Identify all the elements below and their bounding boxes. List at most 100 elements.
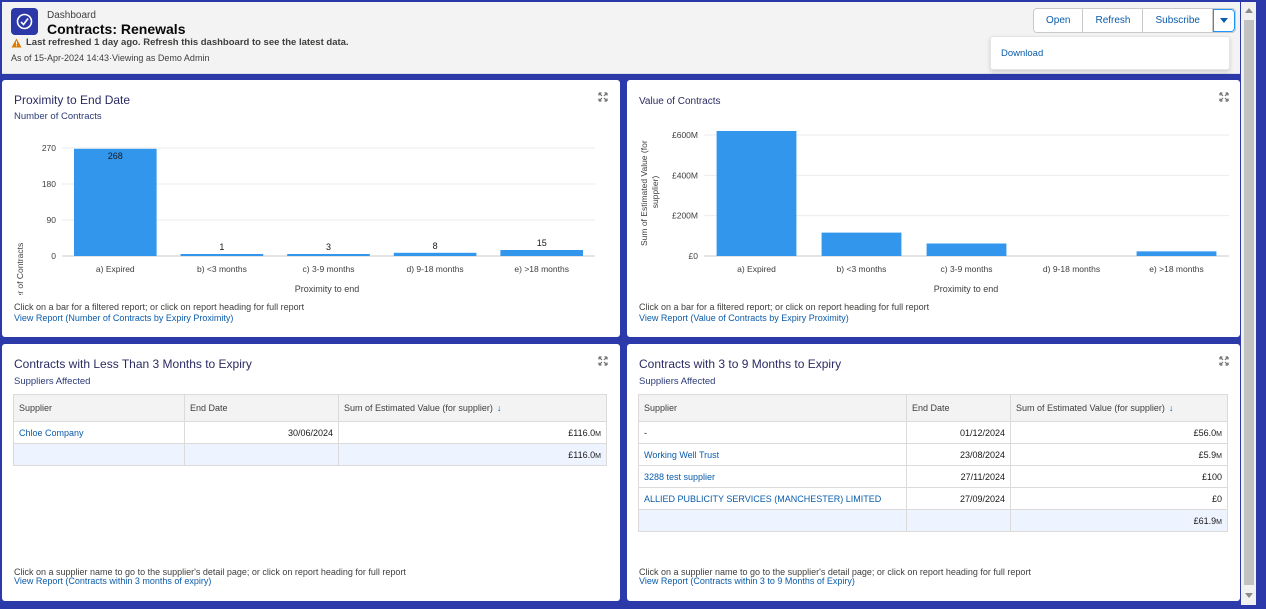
x-axis-label: Proximity to end bbox=[934, 284, 999, 294]
scroll-up-arrow-icon[interactable] bbox=[1245, 8, 1253, 13]
data-label: 1 bbox=[219, 242, 224, 252]
warning-text: Last refreshed 1 day ago. Refresh this d… bbox=[26, 37, 349, 48]
chevron-down-icon bbox=[1219, 18, 1228, 23]
total-empty-cell bbox=[184, 443, 339, 466]
value-chart-title[interactable]: Value of Contracts bbox=[639, 96, 721, 107]
column-header-value[interactable]: Sum of Estimated Value (for supplier) ↓ bbox=[1010, 394, 1228, 422]
scroll-down-arrow-icon[interactable] bbox=[1245, 593, 1253, 598]
y-tick-label: £400M bbox=[672, 170, 698, 180]
chart-bar[interactable] bbox=[500, 250, 584, 256]
y-axis-label-line-2: supplier) bbox=[650, 176, 660, 209]
column-header-end-date[interactable]: End Date bbox=[906, 394, 1011, 422]
subscribe-button[interactable]: Subscribe bbox=[1143, 9, 1213, 32]
total-empty-cell bbox=[13, 443, 185, 466]
column-header-supplier[interactable]: Supplier bbox=[638, 394, 907, 422]
proximity-view-report-link[interactable]: View Report (Number of Contracts by Expi… bbox=[14, 313, 234, 323]
lt3-footer-note: Click on a supplier name to go to the su… bbox=[14, 567, 406, 577]
as-of-text: As of 15-Apr-2024 14:43·Viewing as Demo … bbox=[11, 53, 210, 63]
warning-icon bbox=[11, 38, 22, 47]
refresh-button[interactable]: Refresh bbox=[1083, 9, 1144, 32]
data-label: 15 bbox=[537, 238, 547, 248]
value-amount: £100 bbox=[1201, 471, 1222, 482]
page-title: Contracts: Renewals bbox=[47, 21, 186, 37]
end-date-cell: 23/08/2024 bbox=[906, 443, 1011, 466]
value-unit: M bbox=[1216, 430, 1222, 438]
value-cell: £0 bbox=[1010, 487, 1228, 510]
chart-bar[interactable] bbox=[393, 252, 477, 256]
actions-menu: Download bbox=[990, 36, 1230, 70]
y-axis-label: Sum of Estimated Value (for supplier) bbox=[639, 138, 660, 246]
y-tick-label: £600M bbox=[672, 130, 698, 140]
x-tick-label: a) Expired bbox=[96, 264, 135, 274]
total-row: £61.9M bbox=[638, 509, 1228, 532]
total-empty-cell bbox=[906, 509, 1011, 532]
proximity-chart-title[interactable]: Proximity to End Date bbox=[14, 93, 131, 107]
m39-title[interactable]: Contracts with 3 to 9 Months to Expiry bbox=[639, 357, 842, 371]
supplier-link[interactable]: ALLIED PUBLICITY SERVICES (MANCHESTER) L… bbox=[638, 487, 907, 510]
end-date-cell: 30/06/2024 bbox=[184, 421, 339, 444]
total-empty-cell bbox=[638, 509, 907, 532]
y-axis-label: Number of Contracts bbox=[15, 243, 25, 295]
column-header-value[interactable]: Sum of Estimated Value (for supplier) ↓ bbox=[338, 394, 607, 422]
chart-bar[interactable] bbox=[716, 130, 797, 256]
supplier-link[interactable]: Chloe Company bbox=[13, 421, 185, 444]
total-value-cell: £61.9M bbox=[1010, 509, 1228, 532]
more-actions-button[interactable] bbox=[1212, 9, 1235, 32]
y-tick-label: 90 bbox=[47, 215, 57, 225]
value-unit: M bbox=[1216, 452, 1222, 460]
value-cell: £116.0M bbox=[338, 421, 607, 444]
total-value-unit: M bbox=[595, 452, 601, 460]
sort-descending-icon[interactable]: ↓ bbox=[1168, 403, 1174, 413]
column-header-supplier[interactable]: Supplier bbox=[13, 394, 185, 422]
breadcrumb: Dashboard bbox=[47, 10, 96, 21]
scrollbar-thumb[interactable] bbox=[1244, 20, 1254, 585]
end-date-cell: 01/12/2024 bbox=[906, 421, 1011, 444]
supplier-cell: - bbox=[638, 421, 907, 444]
m39-table: Supplier End Date Sum of Estimated Value… bbox=[638, 394, 1228, 532]
y-axis-label-line-1: Sum of Estimated Value (for bbox=[639, 140, 649, 246]
value-amount: £116.0 bbox=[568, 427, 596, 438]
x-tick-label: d) 9-18 months bbox=[407, 264, 464, 274]
x-tick-label: e) >18 months bbox=[514, 264, 569, 274]
column-header-end-date[interactable]: End Date bbox=[184, 394, 339, 422]
scrollbar[interactable] bbox=[1241, 2, 1256, 605]
y-tick-label: £200M bbox=[672, 211, 698, 221]
expand-icon[interactable] bbox=[1219, 92, 1229, 102]
lt3-view-report-link[interactable]: View Report (Contracts within 3 months o… bbox=[14, 576, 212, 586]
x-tick-label: c) 3-9 months bbox=[303, 264, 355, 274]
column-header-value-label: Sum of Estimated Value (for supplier) bbox=[1016, 403, 1165, 413]
total-value-unit: M bbox=[1216, 518, 1222, 526]
supplier-link[interactable]: 3288 test supplier bbox=[638, 465, 907, 488]
data-label: 268 bbox=[108, 151, 123, 161]
chart-bar[interactable] bbox=[180, 254, 264, 256]
lt3-title[interactable]: Contracts with Less Than 3 Months to Exp… bbox=[14, 357, 252, 371]
chart-bar[interactable] bbox=[1136, 251, 1217, 256]
value-view-report-link[interactable]: View Report (Value of Contracts by Expir… bbox=[639, 313, 849, 323]
chart-bar[interactable] bbox=[821, 232, 902, 256]
value-amount: £0 bbox=[1211, 493, 1222, 504]
expand-icon[interactable] bbox=[1219, 356, 1229, 366]
refresh-warning: Last refreshed 1 day ago. Refresh this d… bbox=[11, 37, 349, 48]
download-menu-item[interactable]: Download bbox=[1001, 48, 1044, 59]
open-button[interactable]: Open bbox=[1034, 9, 1084, 32]
end-date-cell: 27/09/2024 bbox=[906, 487, 1011, 510]
chart-bar[interactable] bbox=[287, 254, 370, 256]
y-tick-label: £0 bbox=[689, 251, 699, 261]
value-amount: £5.9 bbox=[1198, 449, 1217, 460]
table-row: Working Well Trust 23/08/2024 £5.9M bbox=[638, 443, 1228, 466]
supplier-link[interactable]: Working Well Trust bbox=[638, 443, 907, 466]
m39-view-report-link[interactable]: View Report (Contracts within 3 to 9 Mon… bbox=[639, 576, 855, 586]
expand-icon[interactable] bbox=[598, 356, 608, 366]
total-value-amount: £61.9 bbox=[1193, 515, 1217, 526]
column-header-value-label: Sum of Estimated Value (for supplier) bbox=[344, 403, 493, 413]
chart-bar[interactable] bbox=[926, 243, 1007, 256]
data-label: 8 bbox=[433, 241, 438, 251]
x-tick-label: b) <3 months bbox=[837, 264, 887, 274]
expand-icon[interactable] bbox=[598, 92, 608, 102]
table-row: ALLIED PUBLICITY SERVICES (MANCHESTER) L… bbox=[638, 487, 1228, 510]
chart-bar[interactable] bbox=[73, 148, 157, 256]
sort-descending-icon[interactable]: ↓ bbox=[496, 403, 502, 413]
table-row: Chloe Company 30/06/2024 £116.0M bbox=[13, 421, 607, 444]
m39-subtitle: Suppliers Affected bbox=[639, 376, 716, 387]
header-button-group: Open Refresh Subscribe bbox=[1033, 8, 1236, 33]
